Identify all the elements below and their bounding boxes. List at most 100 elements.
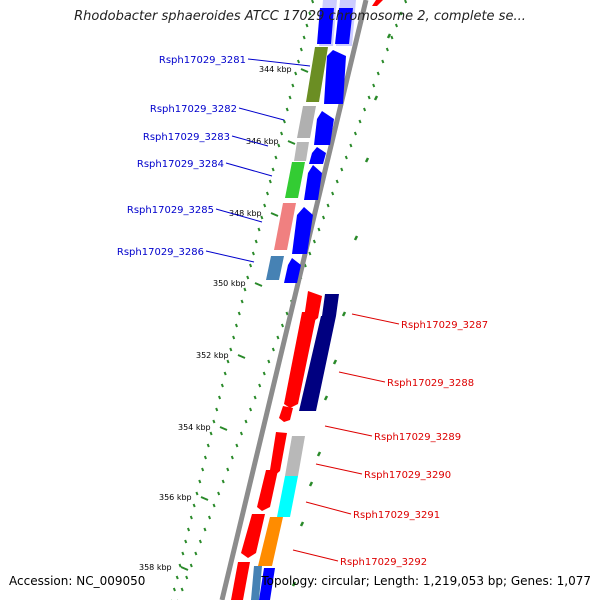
ring-dot [280, 131, 284, 136]
gene-arrow-3281 [324, 50, 346, 104]
ring-dot [215, 407, 219, 412]
ring-dot [172, 587, 176, 592]
leader-line [231, 135, 269, 147]
ring-dot [399, 11, 403, 16]
ring-dot [277, 143, 281, 148]
ring-dot [288, 95, 292, 100]
gene-block [317, 8, 334, 44]
ring-dot [372, 83, 376, 88]
kbp-tick-label: 354 kbp [178, 423, 211, 432]
kbp-ticks: 344 kbp 346 kbp 348 kbp 350 kbp 352 kbp 354 k… [139, 65, 309, 572]
ring-dot [340, 167, 344, 172]
ring-dot [294, 71, 298, 76]
ring-dot [335, 179, 339, 184]
leader-line [305, 501, 352, 515]
ring-dot [198, 539, 202, 544]
map-title: Rhodobacter sphaeroides ATCC 17029 chrom… [74, 9, 526, 24]
ring-dot [234, 323, 238, 328]
ring-dot [249, 407, 253, 412]
ring-dot [267, 359, 271, 364]
ring-dot [194, 551, 198, 556]
leader-line [205, 250, 255, 263]
ring-dot [285, 311, 289, 316]
kbp-tick-label: 350 kbp [213, 279, 246, 288]
gene-label-reverse[interactable]: Rsph17029_3290 [364, 470, 451, 481]
gene-label-forward[interactable]: Rsph17029_3281 [159, 55, 246, 66]
kbp-tick-label: 358 kbp [139, 563, 172, 572]
gene-label-reverse[interactable]: Rsph17029_3287 [401, 320, 488, 331]
gene-label-forward[interactable]: Rsph17029_3282 [150, 104, 237, 115]
gene-block [259, 568, 275, 600]
gene-label-reverse[interactable]: Rsph17029_3289 [374, 432, 461, 443]
gene-block [231, 562, 250, 600]
ring-dash [353, 235, 359, 241]
gene-arrow-3282 [314, 111, 334, 145]
gene-label-forward[interactable]: Rsph17029_3284 [137, 159, 224, 170]
gene-label-forward[interactable]: Rsph17029_3283 [143, 132, 230, 143]
ring-dot [353, 131, 357, 136]
gene-labels: Rsph17029_3281 Rsph17029_3282 Rsph17029_32… [117, 55, 488, 568]
ring-dot [235, 443, 239, 448]
ring-dot [358, 119, 362, 124]
ring-dot [280, 323, 285, 328]
leader-line [315, 463, 363, 475]
ring-dot [189, 515, 193, 520]
ring-dot [308, 11, 312, 16]
ring-dot [262, 371, 266, 376]
ring-dash [386, 33, 392, 39]
ring-dot [186, 527, 191, 532]
kbp-tick-label: 344 kbp [259, 65, 292, 74]
ring-dot [221, 479, 225, 484]
ring-dot [229, 347, 233, 352]
ring-dash [364, 157, 370, 163]
gene-block [372, 0, 383, 6]
ring-dot [207, 515, 212, 520]
cog-block-3287 [322, 294, 339, 316]
ring-dot [180, 587, 184, 592]
ring-dot [285, 107, 289, 112]
gene-label-forward[interactable]: Rsph17029_3286 [117, 247, 204, 258]
gene-arrow-3284 [304, 165, 322, 200]
kbp-tick-mark [200, 496, 209, 501]
ring-dot [175, 575, 179, 580]
leader-line [338, 371, 386, 383]
ring-dot [209, 431, 213, 436]
kbp-tick-mark [254, 282, 263, 287]
gene-arrow-small [279, 406, 293, 422]
ring-dot [331, 191, 335, 196]
ring-dot [239, 431, 243, 436]
gene-arrow-3289 [270, 432, 287, 476]
gene-label-forward[interactable]: Rsph17029_3285 [127, 205, 214, 216]
cog-block-3281 [306, 47, 328, 102]
ring-dot [271, 167, 275, 172]
gene-label-reverse[interactable]: Rsph17029_3291 [353, 510, 440, 521]
cog-block-3285 [274, 203, 296, 250]
gene-label-reverse[interactable]: Rsph17029_3292 [340, 557, 427, 568]
ring-dot [268, 179, 272, 184]
gene-block [335, 8, 353, 44]
backbone-arc [219, 0, 369, 600]
ring-dot [296, 59, 301, 64]
ring-dot [312, 239, 316, 244]
leader-line [292, 549, 339, 562]
ring-dash [316, 451, 322, 457]
cog-block-3290 [277, 476, 298, 517]
ring-dot [220, 383, 224, 388]
gene-label-reverse[interactable]: Rsph17029_3288 [387, 378, 474, 389]
topology-summary: Topology: circular; Length: 1,219,053 bp… [261, 574, 591, 588]
accession-text: Accession: NC_009050 [9, 574, 146, 588]
ring-dash [299, 521, 305, 527]
ring-dot [185, 575, 189, 580]
ring-dot [237, 311, 241, 316]
forward-strand-features [251, 0, 356, 600]
ring-dot [181, 551, 185, 556]
ring-dot [367, 95, 371, 100]
gene-block [251, 566, 262, 600]
gene-arrow-3288 [284, 312, 317, 408]
kbp-tick-label: 352 kbp [196, 351, 229, 360]
ring-dot [321, 215, 326, 220]
ring-dot [257, 227, 261, 232]
leader-line [351, 313, 400, 325]
ring-dot [376, 71, 380, 76]
